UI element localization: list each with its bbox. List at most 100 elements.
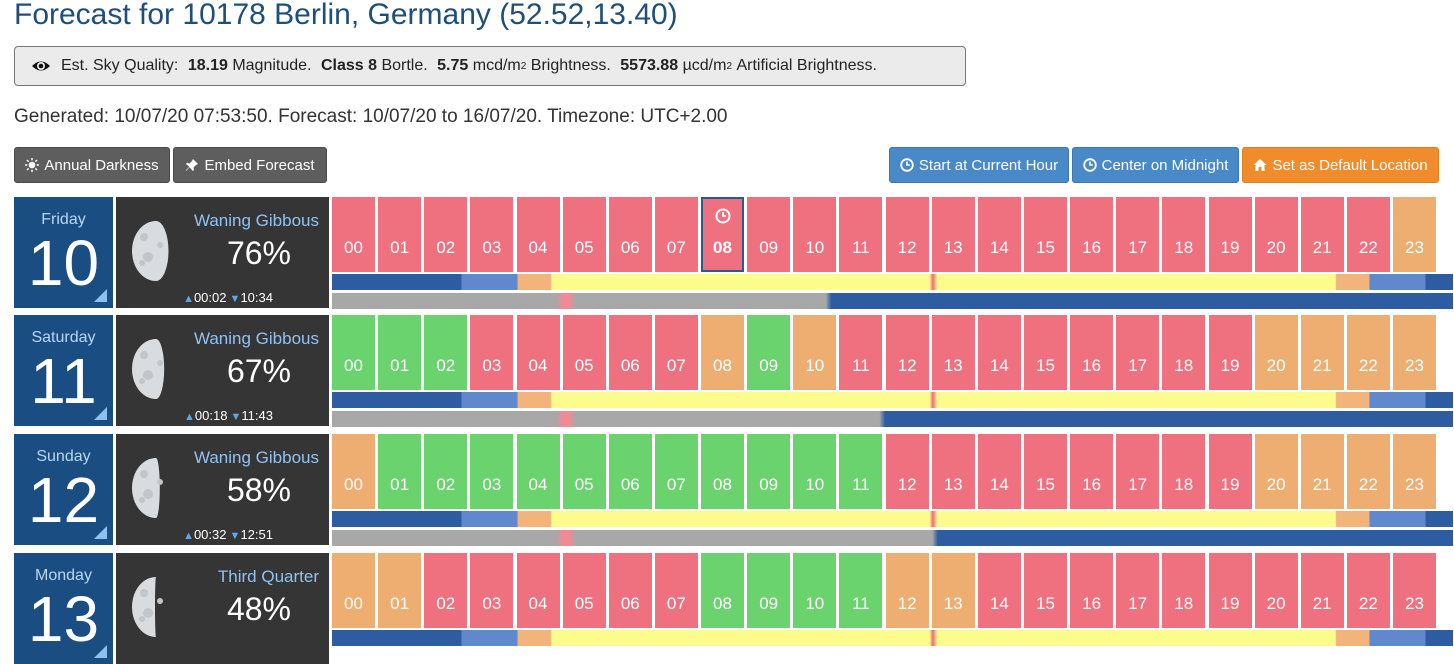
hour-cell[interactable]: 15 (1024, 197, 1067, 272)
hour-cell[interactable]: 01 (378, 197, 422, 272)
hour-cell[interactable]: 13 (931, 434, 975, 509)
hour-cell[interactable]: 20 (1254, 553, 1298, 628)
hour-cell[interactable]: 21 (1300, 434, 1344, 509)
hour-cell[interactable]: 19 (1208, 315, 1252, 390)
hour-cell[interactable]: 00 (332, 315, 375, 390)
hour-cell[interactable]: 22 (1346, 315, 1390, 390)
hour-cell[interactable]: 03 (470, 197, 514, 272)
hour-cell[interactable]: 04 (516, 553, 560, 628)
hour-cell[interactable]: 20 (1254, 315, 1298, 390)
hour-cell[interactable]: 01 (378, 553, 422, 628)
hour-cell[interactable]: 19 (1208, 434, 1252, 509)
hour-cell[interactable]: 20 (1254, 434, 1298, 509)
hour-cell[interactable]: 06 (608, 315, 652, 390)
hour-cell[interactable]: 11 (839, 315, 883, 390)
hour-cell[interactable]: 21 (1300, 553, 1344, 628)
hour-cell[interactable]: 11 (839, 553, 883, 628)
hour-cell[interactable]: 06 (608, 434, 652, 509)
hour-cell[interactable]: 12 (885, 197, 929, 272)
set-default-location-button[interactable]: Set as Default Location (1242, 147, 1439, 183)
hour-cell[interactable]: 09 (747, 434, 791, 509)
hour-cell[interactable]: 22 (1346, 197, 1390, 272)
hour-cell[interactable]: 03 (470, 434, 514, 509)
hour-cell[interactable]: 17 (1116, 197, 1160, 272)
center-midnight-button[interactable]: Center on Midnight (1072, 147, 1239, 183)
hour-cell[interactable]: 20 (1254, 197, 1298, 272)
hour-cell[interactable]: 15 (1024, 315, 1067, 390)
hour-cell[interactable]: 02 (424, 553, 468, 628)
date-box[interactable]: Saturday 11 (14, 315, 113, 426)
hour-cell[interactable]: 09 (747, 553, 791, 628)
hour-cell[interactable]: 17 (1116, 315, 1160, 390)
hour-cell[interactable]: 23 (1393, 315, 1436, 390)
hour-cell[interactable]: 00 (332, 434, 375, 509)
hour-cell[interactable]: 11 (839, 197, 883, 272)
hour-cell[interactable]: 05 (562, 197, 606, 272)
hour-cell[interactable]: 08 (701, 197, 744, 272)
hour-cell[interactable]: 17 (1116, 434, 1160, 509)
hour-cell[interactable]: 21 (1300, 197, 1344, 272)
hour-cell[interactable]: 23 (1393, 553, 1436, 628)
expand-corner-icon[interactable] (94, 526, 107, 539)
hour-cell[interactable]: 15 (1024, 434, 1067, 509)
hour-cell[interactable]: 15 (1024, 553, 1067, 628)
expand-corner-icon[interactable] (94, 289, 107, 302)
hour-cell[interactable]: 16 (1070, 315, 1114, 390)
annual-darkness-button[interactable]: Annual Darkness (14, 147, 170, 183)
hour-cell[interactable]: 13 (931, 315, 975, 390)
hour-cell[interactable]: 18 (1162, 434, 1206, 509)
hour-cell[interactable]: 00 (332, 197, 375, 272)
hour-cell[interactable]: 10 (793, 434, 837, 509)
hour-cell[interactable]: 07 (654, 434, 698, 509)
hour-cell[interactable]: 12 (885, 315, 929, 390)
hour-cell[interactable]: 17 (1116, 553, 1160, 628)
hour-cell[interactable]: 14 (977, 553, 1021, 628)
hour-cell[interactable]: 14 (977, 434, 1021, 509)
hour-cell[interactable]: 14 (977, 315, 1021, 390)
hour-cell[interactable]: 22 (1346, 434, 1390, 509)
hour-cell[interactable]: 16 (1070, 434, 1114, 509)
hour-cell[interactable]: 11 (839, 434, 883, 509)
date-box[interactable]: Monday 13 (14, 553, 113, 664)
date-box[interactable]: Friday 10 (14, 197, 113, 308)
hour-cell[interactable]: 04 (516, 197, 560, 272)
hour-cell[interactable]: 05 (562, 553, 606, 628)
hour-cell[interactable]: 23 (1393, 197, 1436, 272)
hour-cell[interactable]: 22 (1346, 553, 1390, 628)
hour-cell[interactable]: 18 (1162, 315, 1206, 390)
hour-cell[interactable]: 02 (424, 434, 468, 509)
hour-cell[interactable]: 03 (470, 315, 514, 390)
hour-cell[interactable]: 10 (793, 553, 837, 628)
hour-cell[interactable]: 09 (747, 315, 791, 390)
hour-cell[interactable]: 13 (931, 553, 975, 628)
hour-cell[interactable]: 02 (424, 315, 468, 390)
expand-corner-icon[interactable] (94, 407, 107, 420)
hour-cell[interactable]: 18 (1162, 197, 1206, 272)
hour-cell[interactable]: 16 (1070, 197, 1114, 272)
hour-cell[interactable]: 05 (562, 315, 606, 390)
hour-cell[interactable]: 14 (977, 197, 1021, 272)
hour-cell[interactable]: 03 (470, 553, 514, 628)
hour-cell[interactable]: 04 (516, 315, 560, 390)
hour-cell[interactable]: 01 (378, 434, 422, 509)
hour-cell[interactable]: 08 (701, 315, 744, 390)
hour-cell[interactable]: 07 (654, 553, 698, 628)
hour-cell[interactable]: 09 (747, 197, 791, 272)
date-box[interactable]: Sunday 12 (14, 434, 113, 545)
hour-cell[interactable]: 19 (1208, 197, 1252, 272)
hour-cell[interactable]: 23 (1393, 434, 1436, 509)
hour-cell[interactable]: 06 (608, 553, 652, 628)
hour-cell[interactable]: 02 (424, 197, 468, 272)
hour-cell[interactable]: 05 (562, 434, 606, 509)
hour-cell[interactable]: 08 (701, 553, 744, 628)
hour-cell[interactable]: 08 (701, 434, 744, 509)
start-current-hour-button[interactable]: Start at Current Hour (889, 147, 1069, 183)
hour-cell[interactable]: 21 (1300, 315, 1344, 390)
hour-cell[interactable]: 07 (654, 197, 698, 272)
hour-cell[interactable]: 13 (931, 197, 975, 272)
hour-cell[interactable]: 10 (793, 315, 837, 390)
embed-forecast-button[interactable]: Embed Forecast (173, 147, 327, 183)
hour-cell[interactable]: 12 (885, 434, 929, 509)
hour-cell[interactable]: 01 (378, 315, 422, 390)
hour-cell[interactable]: 04 (516, 434, 560, 509)
